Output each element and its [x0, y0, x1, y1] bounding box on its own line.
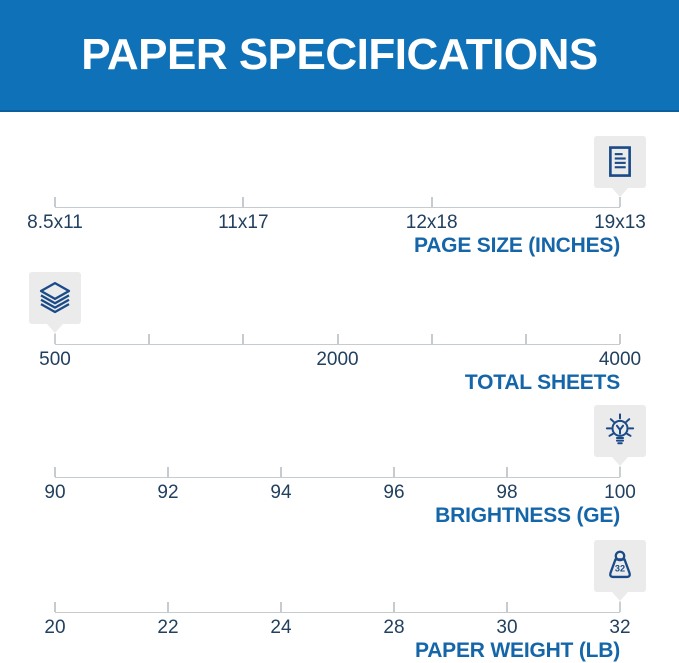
document-icon: [599, 141, 641, 183]
axis-line: [55, 477, 620, 478]
tick-label: 94: [270, 482, 292, 503]
tick-mark: [242, 197, 245, 207]
tick-mark: [167, 467, 169, 477]
lightbulb-icon: [599, 410, 641, 452]
tick-mark: [280, 602, 282, 612]
marker-connector: [54, 333, 56, 344]
svg-text:32: 32: [615, 564, 625, 574]
marker-pointer: [612, 188, 628, 197]
tick-label: 19x13: [594, 212, 646, 233]
tick-label: 500: [39, 349, 71, 370]
marker-badge: [594, 136, 646, 188]
marker-pointer: [612, 592, 628, 601]
marker-connector: [619, 601, 621, 612]
scale-title: TOTAL SHEETS: [464, 371, 620, 394]
tick-label: 8.5x11: [27, 212, 83, 233]
tick-label: 22: [157, 617, 179, 638]
tick-mark: [506, 602, 508, 612]
tick-mark: [280, 467, 282, 477]
marker-pointer: [612, 457, 628, 466]
scale-title: PAGE SIZE (INCHES): [413, 234, 620, 257]
paper-stack-icon: [34, 277, 76, 319]
scale-title: BRIGHTNESS (GE): [435, 504, 620, 527]
tick-mark: [619, 334, 621, 344]
page-title: PAPER SPECIFICATIONS: [81, 30, 598, 79]
tick-label: 2000: [316, 349, 359, 370]
scale-title: PAPER WEIGHT (LB): [414, 639, 620, 662]
tick-label: 98: [496, 482, 518, 503]
tick-label: 24: [270, 617, 292, 638]
tick-mark: [54, 467, 56, 477]
tick-mark: [54, 602, 56, 612]
tick-mark: [242, 334, 245, 344]
tick-label: 96: [383, 482, 405, 503]
tick-label: 90: [44, 482, 66, 503]
tick-mark: [524, 334, 527, 344]
tick-label: 100: [604, 482, 636, 503]
marker-badge: [594, 405, 646, 457]
marker-connector: [619, 197, 621, 207]
tick-mark: [393, 602, 395, 612]
tick-mark: [393, 467, 395, 477]
tick-label: 4000: [598, 349, 642, 370]
tick-label: 32: [609, 617, 631, 638]
header-banner: PAPER SPECIFICATIONS: [0, 0, 679, 112]
tick-mark: [54, 197, 56, 207]
tick-mark: [167, 602, 169, 612]
tick-label: 12x18: [405, 212, 458, 233]
tick-label: 11x17: [218, 212, 269, 233]
marker-connector: [619, 466, 621, 477]
marker-pointer: [47, 324, 63, 333]
axis-line: [55, 207, 620, 208]
tick-label: 30: [496, 617, 518, 638]
weight-icon: 32: [599, 545, 641, 587]
tick-mark: [336, 334, 339, 344]
marker-badge: [29, 272, 81, 324]
tick-mark: [148, 334, 151, 344]
axis-line: [55, 344, 620, 345]
tick-label: 20: [44, 617, 66, 638]
tick-mark: [430, 334, 433, 344]
tick-label: 92: [157, 482, 179, 503]
tick-label: 28: [383, 617, 405, 638]
tick-mark: [506, 467, 508, 477]
axis-line: [55, 612, 620, 613]
marker-badge: 32: [594, 540, 646, 592]
tick-mark: [430, 197, 433, 207]
